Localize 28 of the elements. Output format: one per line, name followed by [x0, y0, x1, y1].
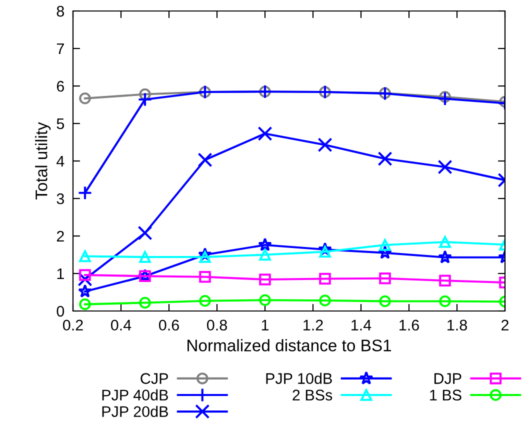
- y-tick-label: 7: [56, 44, 64, 54]
- y-tick-label: 5: [56, 118, 64, 130]
- x-tick-label: 0.4: [110, 320, 132, 331]
- y-tick-label: 3: [56, 193, 64, 204]
- x-tick-label: 2: [502, 320, 508, 330]
- legend-label: PJP 40dB: [102, 389, 168, 401]
- legend-label: PJP 10dB: [266, 372, 332, 384]
- y-tick-label: 6: [56, 80, 64, 92]
- legend-label: CJP: [140, 373, 168, 384]
- legend-label: PJP 20dB: [102, 406, 168, 418]
- x-tick-label: 1.6: [400, 320, 419, 331]
- x-tick-label: 1.4: [352, 320, 372, 330]
- y-tick-label: 0: [56, 306, 64, 317]
- legend-label: 1 BS: [430, 390, 462, 401]
- x-tick-label: 1: [262, 320, 269, 330]
- x-tick-label: 1.8: [448, 320, 467, 331]
- legend-label: 2 BSs: [292, 390, 332, 401]
- x-tick-label: 0.2: [62, 320, 83, 331]
- legend-label: DJP: [434, 373, 462, 384]
- y-axis-title: Total utility: [35, 122, 51, 200]
- x-axis-title: Normalized distance to BS1: [188, 339, 392, 352]
- y-tick-label: 8: [56, 6, 64, 17]
- y-tick-label: 4: [56, 156, 64, 167]
- x-tick-label: 0.6: [158, 320, 179, 331]
- y-tick-label: 2: [56, 230, 64, 242]
- x-tick-label: 1.2: [304, 320, 323, 330]
- x-tick-label: 0.8: [206, 320, 227, 331]
- y-tick-label: 1: [57, 268, 64, 280]
